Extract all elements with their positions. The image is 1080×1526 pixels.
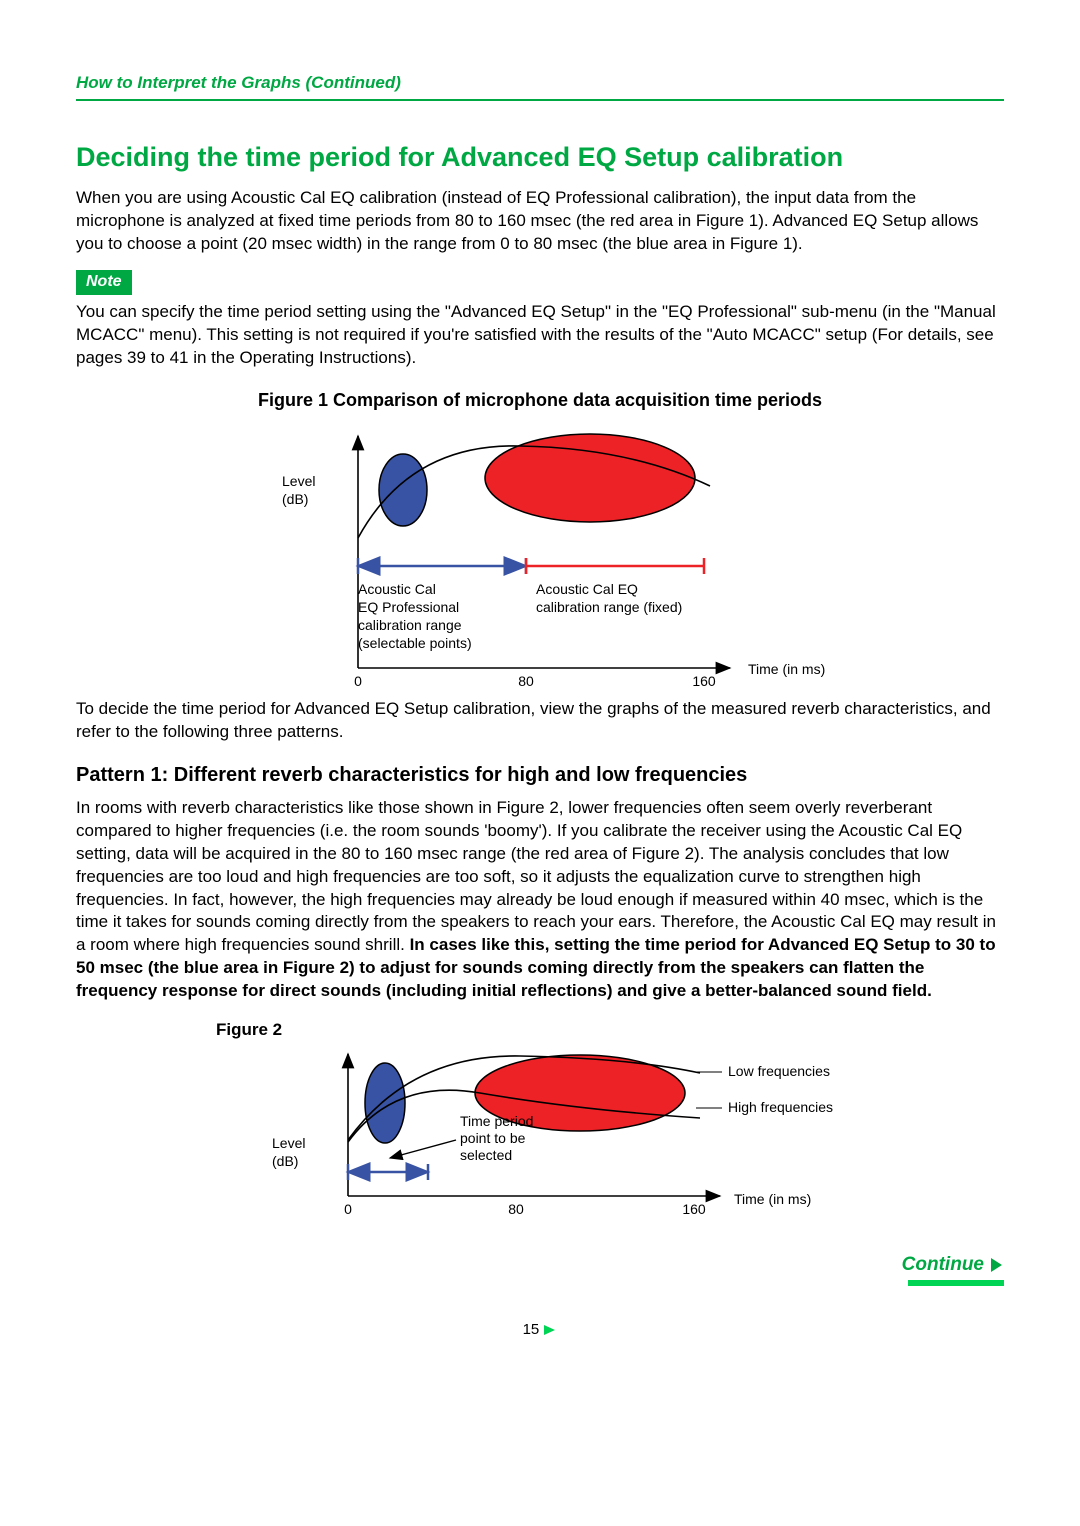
fig1-xtick-1: 80: [518, 673, 534, 686]
fig2-xtick-0: 0: [344, 1201, 352, 1217]
figure-1-title: Figure 1 Comparison of microphone data a…: [76, 388, 1004, 412]
pattern-1-title: Pattern 1: Different reverb characterist…: [76, 762, 1004, 789]
fig1-blue-ellipse: [379, 454, 427, 526]
fig2-tp-l2: point to be: [460, 1130, 526, 1146]
breadcrumb: How to Interpret the Graphs (Continued): [76, 72, 1004, 101]
fig1-left-label-l2: EQ Professional: [358, 599, 459, 615]
fig1-y-label-1: Level: [282, 473, 315, 489]
page-number-block: 15: [76, 1320, 1004, 1340]
fig1-right-label-l2: calibration range (fixed): [536, 599, 682, 615]
fig1-xtick-0: 0: [354, 673, 362, 686]
fig2-xtick-1: 80: [508, 1201, 524, 1217]
figure-1: 0 80 160 Time (in ms) Level (dB) Acousti…: [76, 418, 1004, 686]
page-number-arrow-icon: [543, 1322, 557, 1342]
fig1-right-label-l1: Acoustic Cal EQ: [536, 581, 638, 597]
figure-2-label: Figure 2: [216, 1019, 1004, 1042]
fig2-tp-l3: selected: [460, 1147, 512, 1163]
continue-text[interactable]: Continue: [902, 1252, 986, 1278]
continue-underline: [908, 1280, 1004, 1286]
note-badge: Note: [76, 270, 132, 295]
fig2-y-label-2: (dB): [272, 1153, 298, 1169]
breadcrumb-text: How to Interpret the Graphs (Continued): [76, 72, 1004, 95]
figure-2: 0 80 160 Time (in ms) Level (dB) Low fre…: [76, 1042, 1004, 1222]
fig2-low-label: Low frequencies: [728, 1063, 830, 1079]
note-text: You can specify the time period setting …: [76, 301, 1004, 370]
fig1-red-bracket: [526, 558, 704, 574]
pattern-1-body: In rooms with reverb characteristics lik…: [76, 797, 1004, 1003]
fig1-red-ellipse: [485, 434, 695, 522]
intro-paragraph: When you are using Acoustic Cal EQ calib…: [76, 187, 1004, 256]
fig2-x-label: Time (in ms): [734, 1191, 811, 1207]
fig2-blue-ellipse: [365, 1063, 405, 1143]
after-fig1-paragraph: To decide the time period for Advanced E…: [76, 698, 1004, 744]
continue-block: Continue: [76, 1252, 1004, 1278]
fig2-y-label-1: Level: [272, 1135, 305, 1151]
fig1-left-label-l3: calibration range: [358, 617, 462, 633]
fig1-y-label-2: (dB): [282, 491, 308, 507]
fig1-x-label: Time (in ms): [748, 661, 825, 677]
fig1-left-label-l1: Acoustic Cal: [358, 581, 436, 597]
section-title: Deciding the time period for Advanced EQ…: [76, 139, 1004, 175]
fig2-blue-bracket: [348, 1164, 428, 1180]
breadcrumb-rule: [76, 99, 1004, 101]
continue-underline-wrap: [76, 1280, 1004, 1286]
pattern-1-body-plain: In rooms with reverb characteristics lik…: [76, 798, 996, 955]
fig2-high-label: High frequencies: [728, 1099, 833, 1115]
page-number: 15: [523, 1321, 540, 1338]
figure-2-svg: 0 80 160 Time (in ms) Level (dB) Low fre…: [200, 1042, 880, 1222]
fig1-blue-bracket: [358, 558, 526, 574]
continue-arrow-icon[interactable]: [990, 1257, 1004, 1273]
figure-1-svg: 0 80 160 Time (in ms) Level (dB) Acousti…: [220, 418, 860, 686]
fig1-xtick-2: 160: [692, 673, 716, 686]
note-block: Note You can specify the time period set…: [76, 270, 1004, 369]
fig2-timepoint-arrow: [390, 1140, 456, 1158]
fig1-left-label-l4: (selectable points): [358, 635, 472, 651]
fig2-tp-l1: Time period: [460, 1113, 533, 1129]
fig2-xtick-2: 160: [682, 1201, 706, 1217]
